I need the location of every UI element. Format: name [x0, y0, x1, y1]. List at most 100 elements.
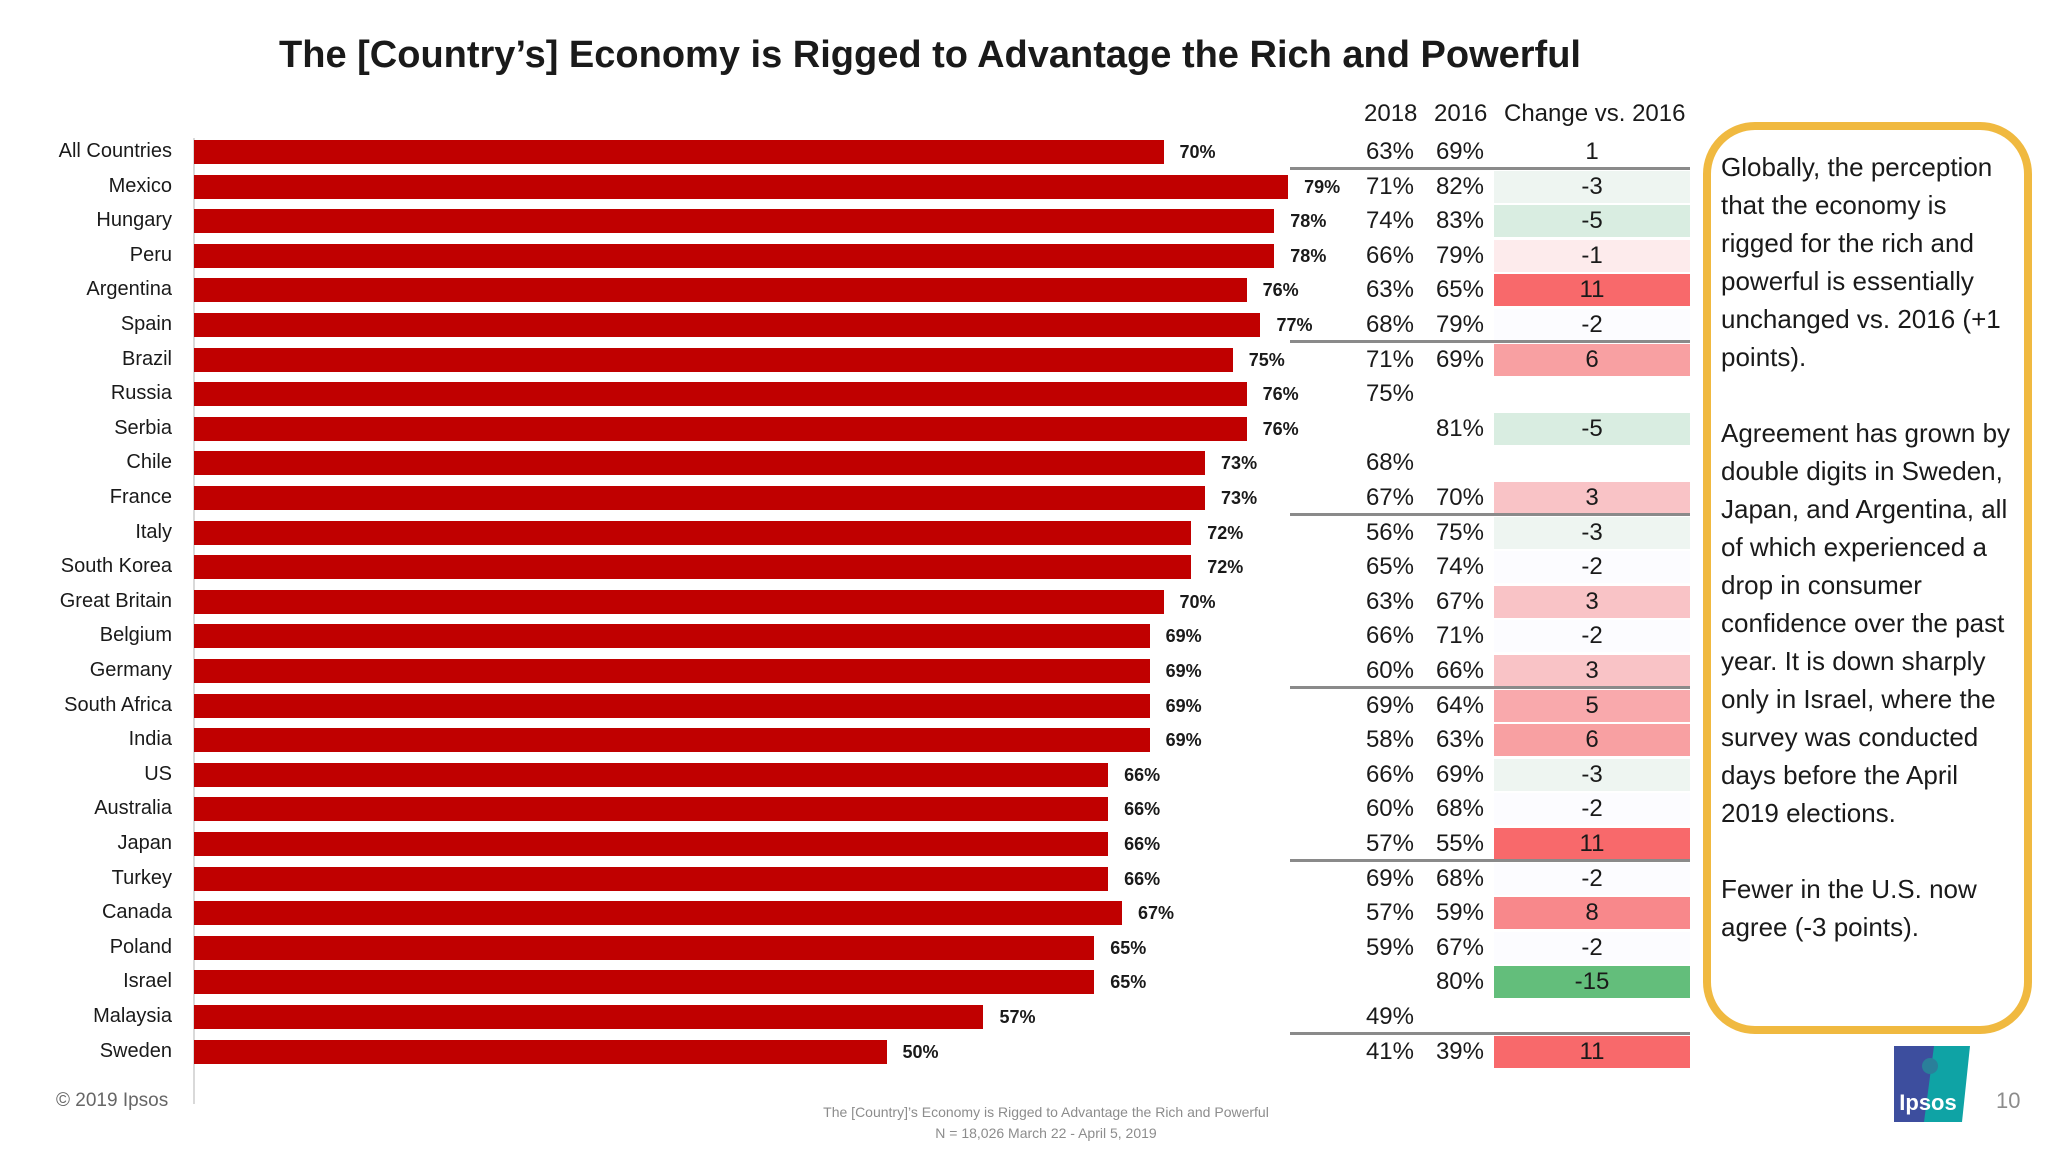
- country-label: Israel: [123, 970, 172, 993]
- change-cell: -2: [1494, 620, 1690, 653]
- value-2018: 67%: [1365, 484, 1414, 511]
- bar: [194, 209, 1275, 234]
- value-2016: 59%: [1435, 899, 1484, 927]
- value-2016: 64%: [1435, 691, 1484, 719]
- bar: [194, 970, 1095, 995]
- bar-value-label: 76%: [1262, 418, 1299, 439]
- bar-value-label: 66%: [1124, 764, 1161, 785]
- bar: [194, 1039, 887, 1064]
- value-2018: 66%: [1365, 241, 1414, 269]
- value-2018: 63%: [1365, 276, 1414, 304]
- bar-value-label: 70%: [1179, 591, 1216, 612]
- value-2018: 74%: [1365, 207, 1414, 235]
- value-2018: 57%: [1365, 830, 1414, 857]
- bar-value-label: 66%: [1124, 799, 1161, 820]
- commentary-paragraph-2: Agreement has grown by double digits in …: [1721, 418, 2011, 828]
- change-cell: -2: [1494, 793, 1690, 826]
- value-2016: 74%: [1435, 553, 1484, 581]
- value-2016: 81%: [1435, 414, 1484, 442]
- value-2016: 55%: [1435, 830, 1484, 857]
- value-2018: 66%: [1365, 622, 1414, 650]
- change-cell: 11: [1494, 1035, 1690, 1068]
- bar: [194, 451, 1206, 476]
- bar: [194, 416, 1247, 441]
- country-label: Australia: [94, 797, 172, 820]
- value-2016: 69%: [1435, 760, 1484, 788]
- value-2016: 68%: [1435, 795, 1484, 823]
- change-cell: 11: [1494, 274, 1690, 307]
- value-2018: 71%: [1365, 345, 1414, 373]
- commentary-box: Globally, the perception that the econom…: [1703, 122, 2032, 1034]
- column-header-change: Change vs. 2016: [1504, 100, 1686, 127]
- bar-value-label: 78%: [1290, 211, 1327, 232]
- value-2018: 68%: [1365, 311, 1414, 338]
- bar-value-label: 72%: [1207, 557, 1244, 578]
- change-cell: -15: [1494, 966, 1690, 999]
- value-2016: 39%: [1435, 1037, 1484, 1065]
- bar-value-label: 65%: [1110, 937, 1147, 958]
- change-cell: -5: [1494, 412, 1690, 445]
- change-cell: 6: [1494, 724, 1690, 757]
- ipsos-logo: Ipsos: [1894, 1046, 1970, 1122]
- change-cell: 8: [1494, 897, 1690, 930]
- bar-value-label: 69%: [1165, 695, 1202, 716]
- bar: [194, 866, 1109, 891]
- bar: [194, 589, 1164, 614]
- change-cell: [1494, 378, 1690, 411]
- group-separator: [1290, 167, 1690, 171]
- country-label: Germany: [89, 659, 172, 681]
- bar: [194, 935, 1095, 960]
- bar-chart: All Countries 70% 63% 69% 1 Mexico 79% 71% 82% -3…: [58, 136, 1690, 1068]
- bar: [194, 624, 1150, 649]
- change-cell: -2: [1494, 931, 1690, 964]
- bar-value-label: 66%: [1124, 834, 1161, 854]
- change-cell: 5: [1494, 689, 1690, 722]
- bar-value-label: 66%: [1124, 868, 1161, 889]
- value-2018: 71%: [1365, 172, 1414, 200]
- group-separator: [1290, 513, 1690, 517]
- value-2018: 60%: [1365, 657, 1414, 684]
- value-2018: 59%: [1365, 933, 1414, 961]
- value-2018: 69%: [1365, 691, 1414, 719]
- value-2016: 67%: [1435, 587, 1484, 615]
- bar: [194, 797, 1109, 822]
- country-label: Poland: [109, 935, 172, 958]
- country-label: Peru: [129, 243, 172, 266]
- value-2018: 66%: [1365, 760, 1414, 788]
- value-2016: 79%: [1435, 311, 1484, 338]
- value-2016: 79%: [1435, 241, 1484, 269]
- bar-value-label: 69%: [1165, 661, 1202, 681]
- value-2018: 65%: [1365, 553, 1414, 581]
- bar: [194, 382, 1247, 407]
- value-2016: 68%: [1435, 864, 1484, 892]
- value-2018: 56%: [1365, 518, 1414, 546]
- value-2018: 68%: [1365, 449, 1414, 477]
- bar-value-label: 76%: [1262, 384, 1299, 405]
- change-cell: 1: [1494, 136, 1690, 168]
- change-cell: -1: [1494, 239, 1690, 272]
- value-2016: 69%: [1435, 138, 1484, 165]
- bar: [194, 174, 1289, 199]
- bar: [194, 728, 1150, 753]
- commentary-paragraph-1: Globally, the perception that the econom…: [1721, 152, 2001, 372]
- source-line-2: N = 18,026 March 22 - April 5, 2019: [935, 1125, 1157, 1141]
- value-2016: 82%: [1435, 172, 1484, 200]
- change-cell: 11: [1494, 828, 1690, 860]
- bar: [194, 693, 1150, 718]
- country-label: Chile: [126, 451, 172, 474]
- country-label: Spain: [120, 313, 172, 335]
- bar: [194, 555, 1192, 580]
- bar: [194, 278, 1247, 303]
- country-label: Malaysia: [93, 1005, 172, 1027]
- value-2016: 69%: [1435, 345, 1484, 373]
- svg-text:Ipsos: Ipsos: [1899, 1090, 1956, 1115]
- country-label: All Countries: [58, 140, 172, 162]
- chart-title: The [Country’s] Economy is Rigged to Adv…: [279, 34, 1581, 76]
- bar-value-label: 70%: [1179, 142, 1216, 162]
- bar-value-label: 73%: [1221, 488, 1258, 508]
- column-header-2016: 2016: [1434, 100, 1488, 127]
- value-2018: 63%: [1365, 587, 1414, 615]
- group-separator: [1290, 1032, 1690, 1036]
- group-separator: [1290, 686, 1690, 690]
- country-label: Russia: [110, 382, 172, 405]
